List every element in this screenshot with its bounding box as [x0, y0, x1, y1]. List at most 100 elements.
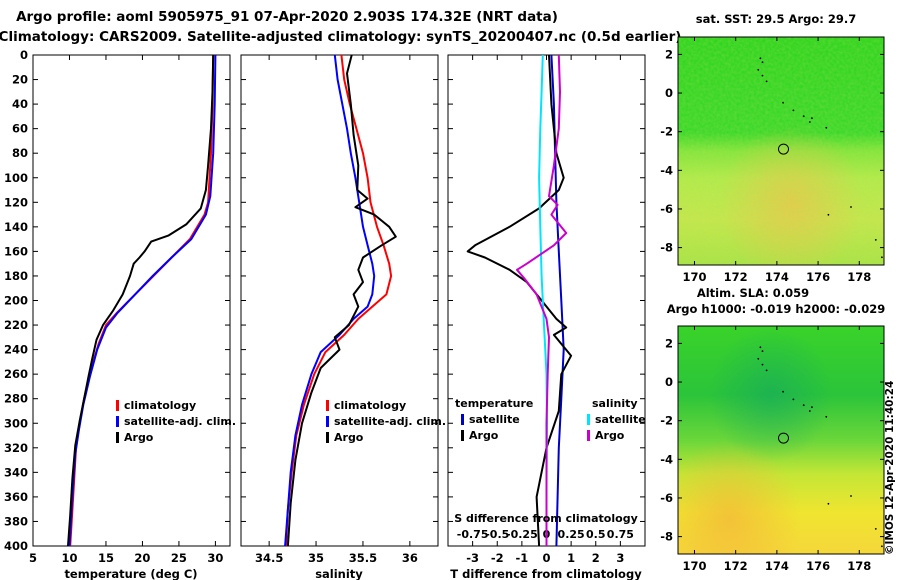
legend-label-satellite-adj: satellite-adj. clim.: [124, 415, 236, 428]
difference-panel: -3 -2 -1 0 1 2 3-0.75-0.5-0.25 0 0.25 0.5 0.75: [447, 54, 646, 565]
map-lon-tick-label: 174: [765, 559, 789, 573]
legend-label-temp-argo: Argo: [469, 429, 499, 442]
depth-tick-label: 140: [4, 220, 28, 234]
salinity-legend: climatology satellite-adj. clim. Argo: [326, 399, 446, 444]
depth-tick-label: 180: [4, 269, 28, 283]
sla-map-title2: Argo h1000: -0.019 h2000: -0.029: [667, 302, 886, 316]
legend-swatch-sal-argo: [587, 430, 590, 441]
depth-tick-label: 60: [12, 122, 28, 136]
island-dot: [765, 80, 768, 83]
x-tick-label: 10: [61, 551, 77, 565]
legend-label-argo: Argo: [124, 431, 154, 444]
depth-tick-label: 220: [4, 318, 28, 332]
series-line-climatology: [285, 54, 393, 547]
top-tick-label: -0.25: [506, 528, 538, 541]
series-line-salinity-argo: [516, 54, 568, 546]
sst-map: sat. SST: 29.5 Argo: 29.7 170 172 174 176 17…: [660, 12, 885, 284]
island-dot: [759, 57, 762, 60]
map-lon-tick-label: 176: [806, 270, 830, 284]
argo-location-marker: [778, 432, 789, 444]
legend-swatch-argo: [326, 432, 329, 443]
legend-swatch-temp-satellite: [461, 414, 464, 425]
salinity-xlabel: salinity: [315, 567, 363, 580]
map-lon-tick-label: 172: [724, 270, 748, 284]
sst-map-title: sat. SST: 29.5 Argo: 29.7: [696, 12, 856, 26]
legend-swatch-temp-argo: [461, 430, 464, 441]
legend-label-temp-satellite: satellite: [469, 413, 520, 426]
depth-tick-label: 340: [4, 465, 28, 479]
x-tick-label: 5: [29, 551, 37, 565]
sla-map-islands: [757, 346, 883, 548]
top-tick-label: -0.75: [457, 528, 489, 541]
map-lon-tick-label: 170: [682, 270, 706, 284]
island-dot: [761, 61, 764, 63]
depth-tick-label: 40: [12, 97, 28, 111]
island-dot: [782, 390, 784, 393]
legend-label-climatology: climatology: [124, 399, 196, 412]
legend-swatch-argo: [116, 432, 119, 443]
x-tick-label: 35: [308, 551, 324, 565]
legend-label-climatology: climatology: [334, 399, 406, 412]
legend-swatch-satellite-adj: [326, 416, 329, 427]
depth-tick-label: 280: [4, 392, 28, 406]
depth-tick-label: 240: [4, 343, 28, 357]
island-dot: [759, 346, 762, 349]
map-lat-tick-label: 2: [665, 336, 673, 350]
sla-map-title1: Altim. SLA: 0.059: [697, 286, 809, 300]
island-dot: [782, 101, 784, 104]
legend-label-sal-satellite: satellite: [595, 413, 646, 426]
map-lat-tick-label: -8: [660, 530, 673, 544]
depth-tick-label: 200: [4, 294, 28, 308]
x-tick-label: -2: [491, 551, 504, 565]
series-line-argo: [286, 54, 397, 547]
legend-swatch-climatology: [116, 400, 119, 411]
map-lat-tick-label: -8: [660, 241, 673, 255]
map-lon-tick-label: 176: [806, 559, 830, 573]
s-difference-label: S difference from climatology: [454, 512, 638, 525]
island-dot: [808, 410, 811, 412]
island-dot: [827, 502, 830, 505]
x-tick-label: 1: [567, 551, 575, 565]
island-dot: [811, 117, 813, 120]
series-line-satellite-adj-clim-: [284, 54, 376, 547]
map-lon-tick-label: 178: [847, 270, 871, 284]
plot-frame: [32, 54, 231, 547]
sst-map-islands: [757, 57, 883, 259]
depth-tick-label: 0: [20, 48, 28, 62]
legend-swatch-climatology: [326, 400, 329, 411]
x-tick-label: 30: [207, 551, 223, 565]
island-dot: [792, 109, 795, 112]
sla-map-frame: [677, 325, 885, 555]
island-dot: [792, 398, 795, 401]
map-lon-tick-label: 172: [724, 559, 748, 573]
x-tick-label: 2: [592, 551, 600, 565]
legend-title-temperature: temperature: [455, 397, 533, 410]
series-line-satellite-adj-clim-: [68, 54, 217, 547]
depth-tick-label: 160: [4, 244, 28, 258]
imos-watermark: ©IMOS 12-Apr-2020 11:40:24: [884, 381, 896, 555]
x-tick-label: 35.5: [349, 551, 377, 565]
legend-swatch-sal-satellite: [587, 414, 590, 425]
sst-map-texture: [678, 37, 884, 265]
legend-label-satellite-adj: satellite-adj. clim.: [334, 415, 446, 428]
x-tick-label: 15: [98, 551, 114, 565]
argo-location-marker: [778, 143, 789, 155]
island-dot: [825, 415, 828, 418]
depth-tick-label: 20: [12, 73, 28, 87]
map-lon-tick-label: 174: [765, 270, 789, 284]
x-tick-label: 36: [402, 551, 418, 565]
island-dot: [874, 239, 877, 241]
island-dot: [757, 357, 760, 360]
top-tick-label: 0.25: [558, 528, 585, 541]
map-lat-tick-label: -2: [660, 125, 673, 139]
top-tick-label: 0.75: [607, 528, 634, 541]
island-dot: [881, 545, 883, 548]
island-dot: [808, 121, 811, 123]
map-lat-tick-label: -4: [660, 452, 673, 466]
temperature-xlabel: temperature (deg C): [64, 567, 197, 580]
depth-tick-label: 80: [12, 146, 28, 160]
x-tick-label: -3: [466, 551, 479, 565]
legend-title-salinity: salinity: [592, 397, 638, 410]
map-lat-tick-label: 0: [665, 86, 673, 100]
